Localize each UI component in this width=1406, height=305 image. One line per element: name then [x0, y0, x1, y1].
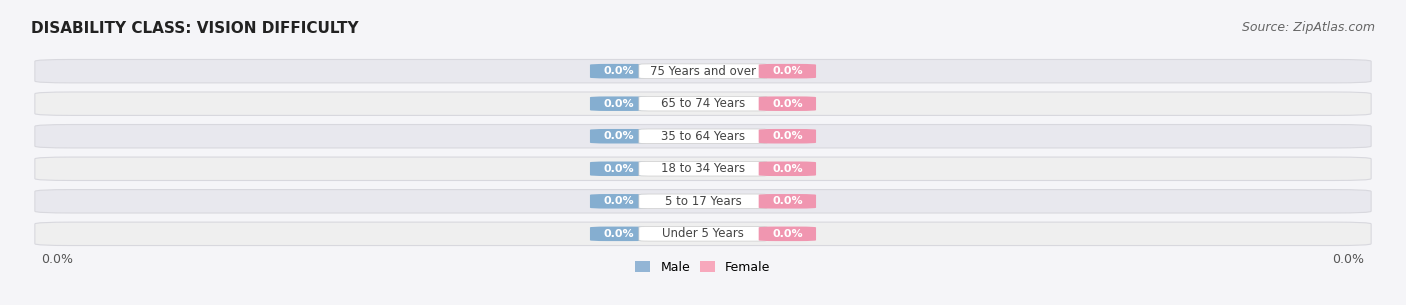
- Text: 0.0%: 0.0%: [772, 99, 803, 109]
- Text: 0.0%: 0.0%: [42, 253, 73, 266]
- FancyBboxPatch shape: [591, 227, 647, 241]
- Text: Source: ZipAtlas.com: Source: ZipAtlas.com: [1241, 21, 1375, 34]
- Text: 0.0%: 0.0%: [1333, 253, 1364, 266]
- FancyBboxPatch shape: [759, 194, 815, 209]
- FancyBboxPatch shape: [638, 227, 768, 241]
- Text: 65 to 74 Years: 65 to 74 Years: [661, 97, 745, 110]
- FancyBboxPatch shape: [759, 96, 815, 111]
- FancyBboxPatch shape: [591, 96, 647, 111]
- Text: 5 to 17 Years: 5 to 17 Years: [665, 195, 741, 208]
- Text: 75 Years and over: 75 Years and over: [650, 65, 756, 78]
- FancyBboxPatch shape: [638, 162, 768, 176]
- Text: 0.0%: 0.0%: [603, 229, 634, 239]
- Text: 0.0%: 0.0%: [772, 164, 803, 174]
- Text: DISABILITY CLASS: VISION DIFFICULTY: DISABILITY CLASS: VISION DIFFICULTY: [31, 21, 359, 36]
- FancyBboxPatch shape: [759, 227, 815, 241]
- Text: 0.0%: 0.0%: [603, 66, 634, 76]
- FancyBboxPatch shape: [638, 129, 768, 143]
- FancyBboxPatch shape: [35, 190, 1371, 213]
- Text: 0.0%: 0.0%: [603, 164, 634, 174]
- Text: Under 5 Years: Under 5 Years: [662, 227, 744, 240]
- FancyBboxPatch shape: [35, 59, 1371, 83]
- Text: 0.0%: 0.0%: [772, 66, 803, 76]
- FancyBboxPatch shape: [591, 64, 647, 78]
- Text: 0.0%: 0.0%: [772, 131, 803, 141]
- Text: 0.0%: 0.0%: [603, 99, 634, 109]
- FancyBboxPatch shape: [35, 92, 1371, 115]
- FancyBboxPatch shape: [591, 194, 647, 209]
- FancyBboxPatch shape: [759, 64, 815, 78]
- Text: 0.0%: 0.0%: [772, 229, 803, 239]
- FancyBboxPatch shape: [591, 162, 647, 176]
- FancyBboxPatch shape: [638, 194, 768, 209]
- FancyBboxPatch shape: [35, 222, 1371, 246]
- FancyBboxPatch shape: [35, 157, 1371, 181]
- FancyBboxPatch shape: [35, 124, 1371, 148]
- FancyBboxPatch shape: [591, 129, 647, 143]
- Text: 0.0%: 0.0%: [772, 196, 803, 206]
- Text: 0.0%: 0.0%: [603, 131, 634, 141]
- FancyBboxPatch shape: [759, 162, 815, 176]
- FancyBboxPatch shape: [638, 96, 768, 111]
- Text: 35 to 64 Years: 35 to 64 Years: [661, 130, 745, 143]
- Legend: Male, Female: Male, Female: [630, 256, 776, 279]
- FancyBboxPatch shape: [759, 129, 815, 143]
- Text: 18 to 34 Years: 18 to 34 Years: [661, 162, 745, 175]
- FancyBboxPatch shape: [638, 64, 768, 78]
- Text: 0.0%: 0.0%: [603, 196, 634, 206]
